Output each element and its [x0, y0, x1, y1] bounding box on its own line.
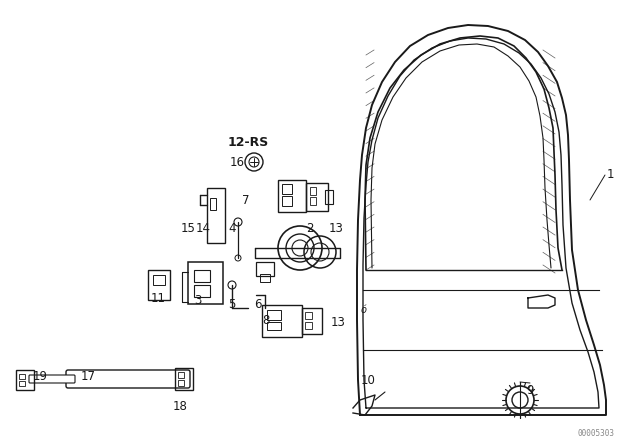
- Bar: [282, 196, 292, 206]
- Bar: [178, 380, 184, 386]
- Text: 8: 8: [262, 314, 269, 327]
- Bar: [153, 275, 165, 285]
- Bar: [194, 270, 210, 282]
- Bar: [262, 305, 302, 337]
- Text: 4: 4: [228, 221, 236, 234]
- Text: 14: 14: [195, 221, 211, 234]
- Text: 17: 17: [81, 370, 95, 383]
- Text: 13: 13: [331, 315, 346, 328]
- Bar: [282, 184, 292, 194]
- Text: 11: 11: [150, 292, 166, 305]
- Bar: [19, 374, 25, 379]
- Bar: [267, 322, 281, 330]
- Bar: [207, 188, 225, 243]
- Bar: [306, 183, 328, 211]
- Text: 18: 18: [173, 401, 188, 414]
- Bar: [256, 262, 274, 276]
- Text: 19: 19: [33, 370, 47, 383]
- Bar: [19, 381, 25, 386]
- Bar: [305, 322, 312, 329]
- Text: 13: 13: [328, 221, 344, 234]
- Bar: [260, 274, 270, 282]
- Text: 2: 2: [307, 221, 314, 234]
- Bar: [267, 310, 281, 320]
- Text: 10: 10: [360, 374, 376, 387]
- Bar: [175, 368, 193, 390]
- Bar: [310, 187, 316, 195]
- Text: 00005303: 00005303: [578, 429, 615, 438]
- Bar: [178, 372, 184, 378]
- Text: 15: 15: [180, 221, 195, 234]
- Bar: [194, 285, 210, 297]
- Bar: [325, 190, 333, 204]
- Text: 5: 5: [228, 298, 236, 311]
- Bar: [310, 197, 316, 205]
- Text: 1: 1: [606, 168, 614, 181]
- Text: 9: 9: [526, 383, 534, 396]
- Text: 16: 16: [230, 155, 244, 168]
- Bar: [302, 308, 322, 334]
- Text: 7: 7: [243, 194, 250, 207]
- Bar: [305, 312, 312, 319]
- Bar: [16, 370, 34, 390]
- Bar: [210, 198, 216, 210]
- Bar: [278, 180, 306, 212]
- Bar: [188, 262, 223, 304]
- Bar: [148, 270, 170, 300]
- FancyBboxPatch shape: [29, 375, 75, 383]
- Text: 6: 6: [254, 298, 262, 311]
- Text: 12-RS: 12-RS: [227, 137, 269, 150]
- FancyBboxPatch shape: [66, 370, 190, 388]
- Text: ó: ó: [361, 305, 367, 315]
- Text: 3: 3: [195, 293, 202, 306]
